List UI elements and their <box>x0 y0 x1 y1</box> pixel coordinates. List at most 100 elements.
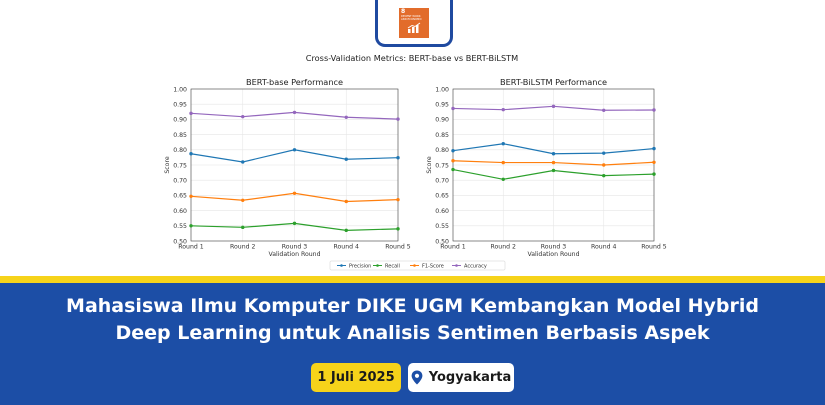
subplot-2-point-recall <box>451 167 455 172</box>
growth-chart-icon <box>407 22 421 33</box>
subplot-2-xtick-label: Round 4 <box>591 244 617 251</box>
subplot-2-point-f1-score <box>551 160 556 165</box>
subplot-1-ytick-label: 0.75 <box>173 162 187 169</box>
subplot-1-point-recall <box>189 224 193 228</box>
subplot-1-ytick-label: 0.55 <box>173 223 187 230</box>
sdg-goal-text: DECENT WORK AND ECONOMIC GROWTH <box>401 15 422 21</box>
subplot-2-ytick-label: 0.85 <box>435 132 449 139</box>
subplot-1-point-accuracy <box>241 114 245 119</box>
subplot-1-ytick-label: 0.80 <box>173 147 187 154</box>
headline-line-2: Deep Learning untuk Analisis Sentimen Be… <box>115 322 710 344</box>
subplot-1-point-precision <box>241 160 245 164</box>
headline-line-1: Mahasiswa Ilmu Komputer DIKE UGM Kembang… <box>66 295 759 317</box>
subplot-2-point-recall <box>551 168 556 173</box>
subplot-1-ytick-label: 0.60 <box>173 208 187 215</box>
subplot-2-point-precision <box>652 146 656 151</box>
subplot-1-point-f1-score <box>241 198 245 202</box>
subplot-2-ytick-label: 0.55 <box>435 223 449 230</box>
sdg-logo-frame: 8 DECENT WORK AND ECONOMIC GROWTH <box>375 0 453 47</box>
subplot-2-point-f1-score <box>602 163 606 167</box>
legend-label-accuracy: Accuracy <box>464 263 487 269</box>
subplot-2-point-accuracy <box>602 108 606 112</box>
date-text: 1 Juli 2025 <box>317 370 395 385</box>
legend-marker-accuracy <box>455 264 458 267</box>
subplot-2-ytick-label: 0.65 <box>435 193 449 200</box>
subplot-1-point-accuracy <box>344 115 348 119</box>
subplot-2-ytick-label: 0.60 <box>435 208 449 215</box>
cross-validation-chart: Cross-Validation Metrics: BERT-base vs B… <box>164 53 667 271</box>
subplot-1-ytick-label: 0.65 <box>173 193 187 200</box>
subplot-1-ytick-label: 1.00 <box>173 86 187 93</box>
subplot-1-xtick-label: Round 3 <box>282 244 308 251</box>
subplot-2-ytick-label: 0.90 <box>435 117 449 124</box>
subplot-1-point-f1-score <box>292 191 297 195</box>
subplot-2-point-precision <box>501 142 505 146</box>
chart-title: Cross-Validation Metrics: BERT-base vs B… <box>306 53 518 63</box>
subplot-1-point-precision <box>189 152 193 156</box>
subplot-2-point-precision <box>551 152 556 156</box>
subplot-2-point-recall <box>602 173 606 178</box>
date-badge: 1 Juli 2025 <box>311 363 401 392</box>
subplot-1-point-precision <box>344 157 348 161</box>
subplot-1-point-accuracy <box>292 110 297 115</box>
location-badge: Yogyakarta <box>408 363 514 392</box>
subplot-2-ytick-label: 0.75 <box>435 162 449 169</box>
map-pin-icon <box>411 370 423 385</box>
subplot-1-ytick-label: 0.95 <box>173 102 187 109</box>
subplot-1-point-precision <box>396 156 400 160</box>
subplot-2-point-accuracy <box>451 106 455 111</box>
legend-marker-f1-score <box>413 264 416 267</box>
sdg-goal-number: 8 <box>401 8 406 15</box>
subplot-2-point-accuracy <box>501 107 505 112</box>
subplot-2-point-precision <box>451 149 455 153</box>
subplot-1-point-precision <box>292 148 297 152</box>
subplot-2-ytick-label: 0.95 <box>435 102 449 109</box>
subplot-2-point-f1-score <box>451 159 455 163</box>
article-hero-image: 8 DECENT WORK AND ECONOMIC GROWTH Cross-… <box>164 0 667 271</box>
subplot-2-title: BERT-BiLSTM Performance <box>500 77 607 87</box>
subplot-1-xtick-label: Round 4 <box>334 244 360 251</box>
legend-label-recall: Recall <box>385 263 400 269</box>
subplot-1-point-f1-score <box>344 199 348 204</box>
subplot-1-ytick-label: 0.70 <box>173 178 187 185</box>
subplot-2-ytick-label: 1.00 <box>435 86 449 93</box>
subplot-2-point-precision <box>602 151 606 155</box>
subplot-2-ytick-label: 0.80 <box>435 147 449 154</box>
accent-stripe <box>0 276 825 283</box>
subplot-1-xtick-label: Round 2 <box>230 244 256 251</box>
subplot-1-point-accuracy <box>396 117 400 121</box>
subplot-2-point-f1-score <box>501 160 505 165</box>
subplot-2-plot-frame <box>452 88 655 242</box>
subplot-2-xlabel: Validation Round <box>527 251 579 258</box>
sdg-goal-badge: 8 DECENT WORK AND ECONOMIC GROWTH <box>399 8 429 38</box>
subplot-1-point-recall <box>292 221 297 226</box>
subplot-2-point-recall <box>652 172 656 176</box>
subplot-1-point-recall <box>344 228 348 233</box>
subplot-2-xtick-label: Round 3 <box>541 244 567 251</box>
subplot-2-ytick-label: 0.70 <box>435 178 449 185</box>
subplot-1-xlabel: Validation Round <box>268 251 320 258</box>
subplot-1-point-f1-score <box>189 194 193 199</box>
subplot-1-point-f1-score <box>396 197 400 202</box>
legend-marker-precision <box>340 264 343 267</box>
location-text: Yogyakarta <box>428 370 512 385</box>
subplot-1-point-recall <box>241 225 245 230</box>
subplot-1-title: BERT-base Performance <box>246 77 343 87</box>
subplot-1-ylabel: Score <box>164 156 171 174</box>
subplot-1-ytick-label: 0.85 <box>173 132 187 139</box>
subplot-1-ytick-label: 0.50 <box>173 238 187 245</box>
subplot-2-ylabel: Score <box>426 156 433 174</box>
subplot-2-point-f1-score <box>652 160 656 164</box>
subplot-2-point-recall <box>501 177 505 181</box>
subplot-2-xtick-label: Round 1 <box>440 244 466 251</box>
article-headline: Mahasiswa Ilmu Komputer DIKE UGM Kembang… <box>0 293 825 347</box>
subplot-2-point-accuracy <box>652 108 656 112</box>
subplot-2-xtick-label: Round 2 <box>491 244 517 251</box>
subplot-1-xtick-label: Round 5 <box>385 244 411 251</box>
legend-label-f1-score: F1-Score <box>422 263 444 269</box>
subplot-2-point-accuracy <box>551 104 556 109</box>
subplot-1-point-accuracy <box>189 111 193 116</box>
subplot-2-xtick-label: Round 5 <box>641 244 667 251</box>
subplot-1-ytick-label: 0.90 <box>173 117 187 124</box>
subplot-2-ytick-label: 0.50 <box>435 238 449 245</box>
